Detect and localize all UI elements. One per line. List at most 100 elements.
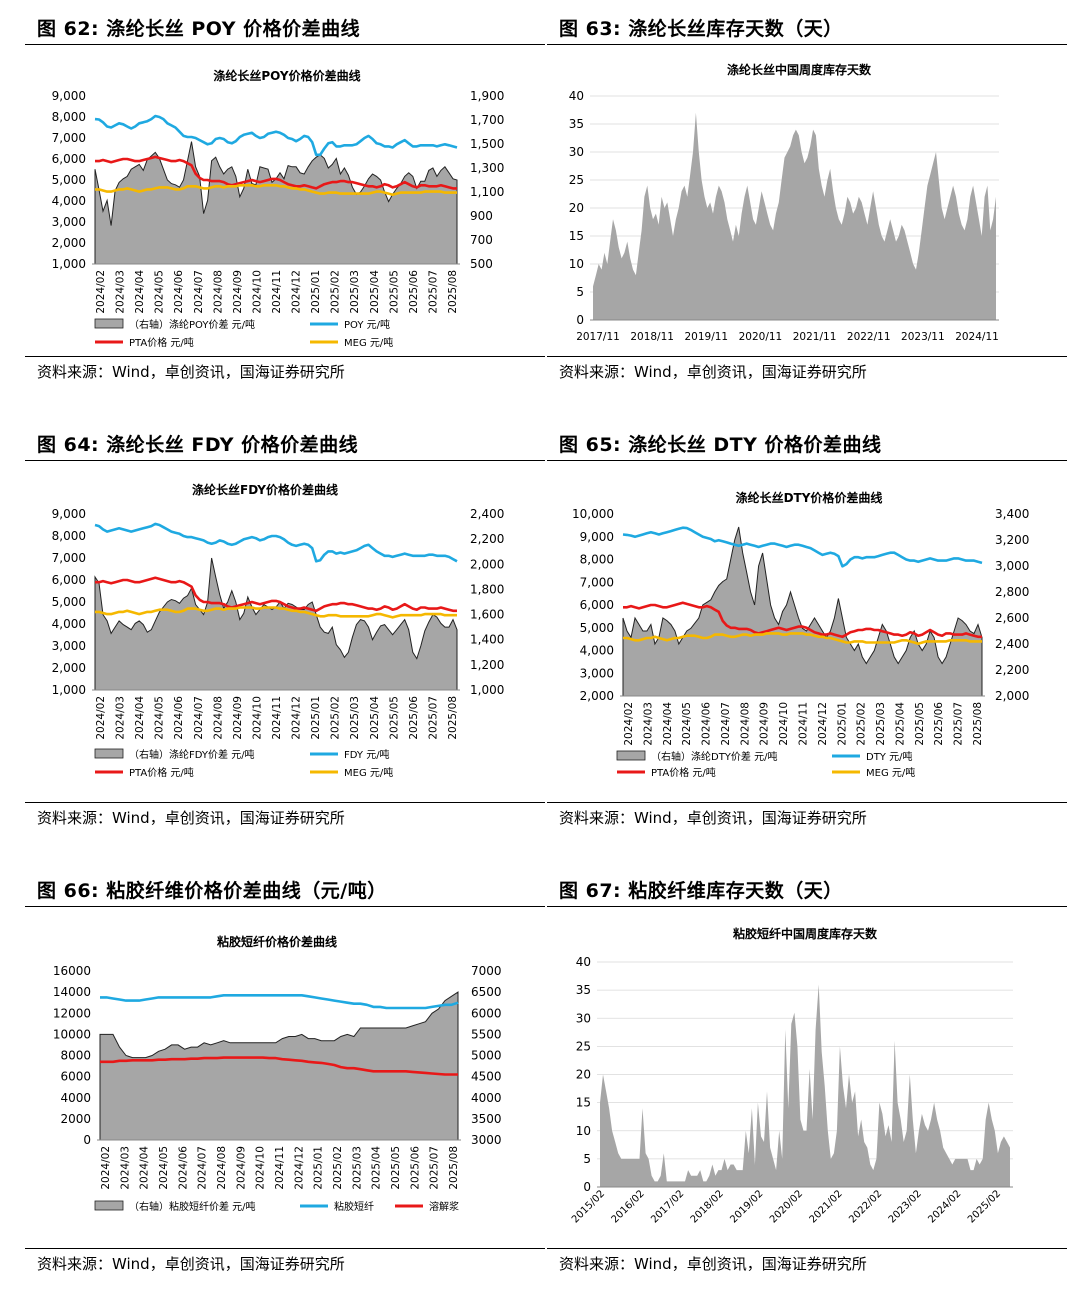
x-tick-label: 2024/07 — [193, 696, 205, 740]
x-tick-label: 2024/03 — [642, 702, 654, 746]
x-tick-label: 2024/11 — [271, 270, 283, 314]
title-rule — [547, 460, 1067, 461]
legend-label: （右轴）粘胶短纤价差 元/吨 — [129, 1200, 256, 1213]
x-tick-label: 2025/03 — [349, 696, 361, 740]
y-tick-label: 0 — [576, 313, 584, 327]
y-tick-label: 20 — [576, 1068, 591, 1082]
series-line — [623, 601, 982, 639]
series-area — [94, 141, 458, 265]
figure-title: 图 62: 涤纶长丝 POY 价格价差曲线 — [37, 18, 361, 40]
y-tick-label: 4,000 — [52, 194, 86, 208]
y2-tick-label: 2,200 — [470, 532, 504, 546]
x-tick-label: 2019/02 — [728, 1188, 765, 1225]
chart-66-container: 粘胶短纤价格价差曲线 0 2000 4000 6000 8000 10000 12000 140… — [25, 912, 545, 1248]
series-line — [622, 526, 983, 568]
x-tick-label: 2023/11 — [901, 331, 945, 343]
legend-label: PTA价格 元/吨 — [651, 766, 716, 779]
y-tick-label: 5,000 — [580, 621, 614, 635]
series-area — [593, 112, 996, 320]
series-area — [99, 991, 459, 1141]
legend-label: 粘胶短纤 — [334, 1200, 374, 1213]
legend-swatch — [616, 750, 646, 761]
y2-tick-label: 1,400 — [470, 633, 504, 647]
y-tick-label: 9,000 — [52, 507, 86, 521]
x-tick-label: 2025/04 — [894, 702, 906, 746]
series-line — [94, 114, 458, 157]
x-tick-label: 2025/07 — [429, 1146, 441, 1190]
x-tick-label: 2025/05 — [914, 702, 926, 746]
source-rule — [547, 802, 1067, 803]
legend-label: 溶解浆 — [429, 1200, 459, 1213]
legend-label: （右轴）涤纶FDY价差 元/吨 — [129, 748, 255, 761]
x-tick-label: 2024/12 — [291, 696, 303, 740]
figure-title: 图 64: 涤纶长丝 FDY 价格价差曲线 — [37, 434, 359, 456]
legend-label: PTA价格 元/吨 — [129, 766, 194, 779]
legend-swatch — [94, 748, 124, 759]
y-tick-label: 15 — [576, 1096, 591, 1110]
series-line — [95, 576, 457, 613]
chart-63-container: 涤纶长丝中国周度库存天数 0 5 10 15 20 25 30 35 40 2017/11 2018/… — [547, 50, 1067, 360]
y-tick-label: 4000 — [60, 1091, 91, 1105]
x-tick-label: 2024/06 — [701, 702, 713, 746]
x-tick-label: 2024/05 — [154, 696, 166, 740]
x-tick-label: 2024/12 — [817, 702, 829, 746]
x-tick-label: 2024/05 — [158, 1146, 170, 1190]
x-tick-label: 2025/01 — [836, 702, 848, 746]
y-tick-label: 9,000 — [52, 89, 86, 103]
y-tick-label: 10 — [576, 1124, 591, 1138]
series-area — [600, 984, 1010, 1187]
x-tick-label: 2025/06 — [408, 270, 420, 314]
x-tick-label: 2025/06 — [409, 1146, 421, 1190]
y-tick-label: 7,000 — [580, 575, 614, 589]
x-tick-label: 2024/04 — [139, 1146, 151, 1190]
x-tick-label: 2025/03 — [875, 702, 887, 746]
x-tick-label: 2024/06 — [177, 1146, 189, 1190]
x-tick-label: 2024/11 — [955, 331, 999, 343]
y-tick-label: 6,000 — [580, 598, 614, 612]
y-tick-label: 1,000 — [52, 683, 86, 697]
y-tick-label: 8,000 — [52, 110, 86, 124]
y-tick-label: 35 — [569, 117, 584, 131]
y2-tick-label: 5500 — [471, 1027, 502, 1041]
x-tick-label: 2024/11 — [798, 702, 810, 746]
y-tick-label: 8,000 — [52, 529, 86, 543]
y-tick-label: 14000 — [53, 985, 91, 999]
x-tick-label: 2025/02 — [330, 270, 342, 314]
source-note: 资料来源：Wind，卓创资讯，国海证券研究所 — [559, 809, 867, 827]
y2-tick-label: 1,000 — [470, 683, 504, 697]
legend-label: DTY 元/吨 — [866, 750, 912, 763]
x-tick-label: 2024/02 — [623, 702, 635, 746]
y-tick-label: 2,000 — [52, 661, 86, 675]
x-tick-label: 2025/08 — [447, 696, 459, 740]
source-rule — [547, 1248, 1067, 1249]
x-tick-label: 2025/07 — [953, 702, 965, 746]
x-tick-label: 2025/02 — [966, 1188, 1003, 1225]
y2-tick-label: 1,700 — [470, 113, 504, 127]
source-rule — [25, 802, 545, 803]
x-tick-label: 2024/10 — [251, 270, 263, 314]
x-tick-label: 2024/10 — [778, 702, 790, 746]
x-tick-label: 2024/09 — [235, 1146, 247, 1190]
y2-tick-label: 3,200 — [995, 533, 1029, 547]
source-note: 资料来源：Wind，卓创资讯，国海证券研究所 — [37, 809, 345, 827]
legend-label: MEG 元/吨 — [866, 766, 915, 779]
legend-swatch — [94, 1200, 124, 1211]
series-line — [95, 155, 457, 190]
x-tick-label: 2024/10 — [251, 696, 263, 740]
series-line — [623, 632, 982, 645]
x-tick-label: 2021/11 — [793, 331, 837, 343]
y-tick-label: 40 — [569, 89, 584, 103]
y-tick-label: 2,000 — [52, 236, 86, 250]
x-tick-label: 2024/03 — [115, 270, 127, 314]
x-tick-label: 2025/06 — [933, 702, 945, 746]
x-tick-label: 2024/06 — [173, 696, 185, 740]
x-tick-label: 2020/11 — [739, 331, 783, 343]
chart-title: 涤纶长丝中国周度库存天数 — [727, 62, 872, 77]
x-tick-label: 2024/02 — [95, 270, 107, 314]
x-tick-label: 2016/02 — [610, 1188, 647, 1225]
y-tick-label: 5,000 — [52, 173, 86, 187]
y2-tick-label: 1,100 — [470, 185, 504, 199]
title-rule — [547, 44, 1067, 45]
y-tick-label: 3,000 — [52, 639, 86, 653]
x-tick-label: 2022/02 — [847, 1188, 884, 1225]
